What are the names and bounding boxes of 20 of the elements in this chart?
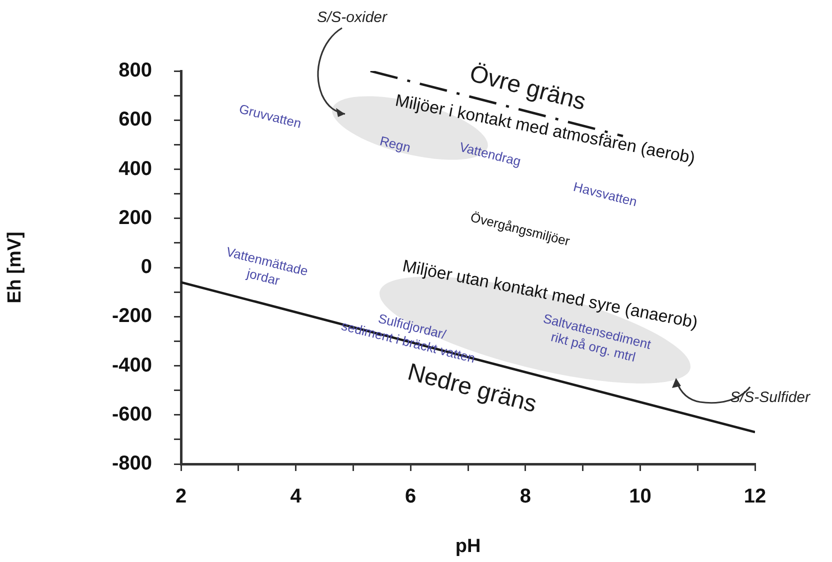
y-tick-label: -200	[112, 305, 152, 328]
y-tick-label: 800	[118, 60, 152, 82]
y-tick-label: 200	[118, 206, 152, 229]
x-tick-label: 12	[744, 486, 766, 508]
x-tick-label: 8	[520, 486, 531, 508]
x-tick-label: 10	[629, 486, 652, 508]
y-tick-label: -600	[112, 403, 152, 426]
text: S/S-oxider	[316, 9, 388, 26]
y-tick-label: 600	[118, 108, 152, 131]
y-tick-label: -400	[112, 354, 152, 376]
x-axis-title: pH	[455, 536, 481, 557]
x-tick-label: 4	[290, 486, 302, 508]
x-tick-label: 6	[405, 486, 416, 508]
y-tick-label: 400	[118, 158, 152, 180]
x-tick-label: 2	[175, 486, 187, 508]
y-tick-label: -800	[112, 452, 152, 475]
y-tick-label: 0	[140, 256, 152, 278]
y-axis-title: Eh [mV]	[4, 232, 26, 304]
annotation: S/S-Sulfider	[730, 389, 812, 406]
annotation: Regn	[378, 133, 412, 156]
